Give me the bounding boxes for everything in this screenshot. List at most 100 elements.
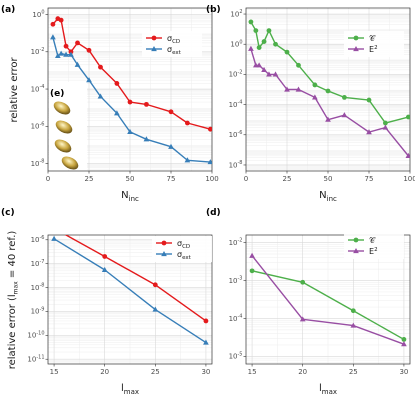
panel-b-y-tick-label: 10-6	[229, 130, 243, 139]
y-axis-title-top: relative error	[9, 57, 20, 123]
panel-d-series-1-point	[401, 341, 407, 347]
panel-d-series-0-point	[249, 268, 255, 274]
panel-b-series-0-point	[325, 88, 331, 94]
panel-b-series-0	[248, 19, 410, 126]
panel-d-series-1-line	[251, 255, 405, 345]
panel-c-series-1-point	[51, 235, 57, 241]
panel-c-series-1	[51, 235, 209, 345]
panel-a-series-1-point	[207, 159, 212, 165]
panel-a-series-0	[50, 16, 212, 132]
panel-b-x-tick-label: 100	[403, 175, 415, 183]
inset-nanorod	[53, 101, 71, 115]
panel-a-series-0-point	[50, 21, 56, 27]
panel-d-legend-label-1: E2	[369, 247, 378, 256]
panel-c-series-0-line	[64, 235, 207, 322]
panel-a-series-1-point	[74, 61, 81, 67]
panel-b-series-0-point	[383, 120, 388, 126]
panel-c-series-0-point	[152, 282, 158, 288]
panel-b-y-tick-label: 10-4	[229, 100, 243, 109]
panel-b-series-0-point	[284, 49, 290, 55]
panel-c-legend-label-0: σCD	[177, 239, 190, 250]
panel-a-frame	[47, 7, 213, 172]
panel-a-series-0-point	[75, 40, 80, 46]
panel-c-series-0-point	[203, 318, 209, 324]
panel-a-series-1-point	[184, 157, 191, 163]
panel-a-tag: (a)	[1, 5, 15, 15]
inset-nanorod	[61, 156, 79, 170]
panel-b-series-0-point	[273, 41, 278, 47]
panel-a-series-1-point	[50, 34, 56, 40]
panel-b-y-tick-label: 102	[230, 9, 242, 18]
inset-nanorod	[54, 139, 72, 153]
panel-d-series-0-line	[251, 270, 405, 341]
panel-b-series-0-point	[312, 82, 318, 88]
panel-c-series-1-point	[101, 266, 108, 272]
panel-b-series-1-point	[325, 116, 331, 122]
x-axis-title-a: Ninc	[121, 190, 139, 203]
panel-a-series-1-point	[143, 136, 150, 142]
panel-c-series-1-point	[203, 339, 209, 345]
panel-d-x-tick-label: 25	[349, 368, 358, 376]
panel-a-series-1-point	[54, 52, 61, 59]
panel-b-series-1-point	[312, 94, 318, 100]
panel-b-series-0-point	[296, 62, 301, 68]
panel-b-series	[248, 19, 410, 158]
panel-a-series-0-point	[86, 47, 92, 53]
panel-d-x-tick-label: 30	[399, 368, 408, 376]
panel-a-x-tick-label: 0	[46, 175, 50, 183]
panel-a-x-tick-label: 50	[126, 175, 135, 183]
inset-nanorod	[55, 120, 73, 134]
panel-d: 10-2 10-3 10-4 10-5 15 20 25 30 𝒞 E2 (d)	[206, 208, 411, 376]
panel-b-series-0-point	[248, 19, 254, 25]
panel-b-legend: 𝒞 E2	[344, 31, 404, 57]
panel-a-x-tick-label: 75	[167, 175, 176, 183]
panel-c-y-tick-label: 10-9	[31, 307, 45, 316]
panel-b-y-tick-label: 100	[230, 39, 242, 48]
panel-a-legend-label-0: σCD	[167, 34, 180, 45]
panel-d-series-1-point	[350, 322, 357, 328]
panel-b: 102 100 10-2 10-4 10-6 10-80 25 50 75 100 𝒞 E2 (b)	[206, 5, 415, 183]
panel-d-legend-swatch-marker	[353, 237, 359, 243]
panel-c-series-0-point	[52, 226, 57, 231]
panel-d-series-1	[249, 252, 407, 347]
panel-c-grid	[48, 235, 212, 364]
panel-c-y-tick-label: 10-11	[27, 354, 44, 363]
panel-c-series-1-point	[152, 306, 159, 312]
panel-a-series-1-point	[114, 110, 120, 116]
panel-c-x-tick-label: 25	[151, 368, 160, 376]
panel-a-series-0-point	[168, 109, 174, 115]
panel-b-series-1-point	[382, 124, 389, 130]
panel-b-series-1-point	[272, 71, 279, 77]
panel-b-series-0-point	[256, 45, 262, 50]
panel-d-series	[249, 252, 407, 347]
panel-c-tag: (c)	[1, 208, 15, 218]
panel-d-legend-box	[344, 233, 404, 259]
panel-a-series-1-point	[63, 51, 69, 57]
panel-a-x-tick-label: 100	[205, 175, 218, 183]
panel-a-legend-label-1: σext	[167, 45, 182, 56]
panel-d-y-tick-label: 10-3	[229, 276, 243, 285]
panel-a-series-1-point	[127, 128, 133, 134]
panel-a-series-1-point	[68, 51, 74, 57]
panel-b-legend-label-1: E2	[369, 45, 378, 54]
panel-a-series-0-point	[207, 126, 212, 132]
panel-c-x-tick-label: 30	[201, 368, 210, 376]
inset-label: (e)	[50, 89, 64, 99]
panel-b-x-tick-label: 0	[244, 175, 248, 183]
panel-a-series-0-point	[98, 64, 103, 70]
panel-c-legend-swatch-marker	[161, 240, 167, 246]
panel-c-legend-label-1: σext	[177, 250, 192, 261]
panel-c-series-0-point	[102, 254, 108, 259]
panel-a-series-1-point	[86, 77, 92, 83]
panel-b-series-1-point	[284, 86, 290, 92]
panel-b-series-1-point	[261, 66, 267, 72]
panel-b-series-1	[248, 45, 410, 158]
panel-d-y-tick-label: 10-4	[229, 314, 243, 323]
panel-a-series-0-point	[185, 120, 190, 126]
panel-a-legend-box	[142, 31, 202, 57]
panel-d-legend-swatch-marker	[353, 248, 359, 254]
panel-b-series-1-point	[256, 62, 262, 68]
panel-c-frame	[47, 234, 213, 365]
panel-b-series-1-point	[248, 45, 254, 51]
